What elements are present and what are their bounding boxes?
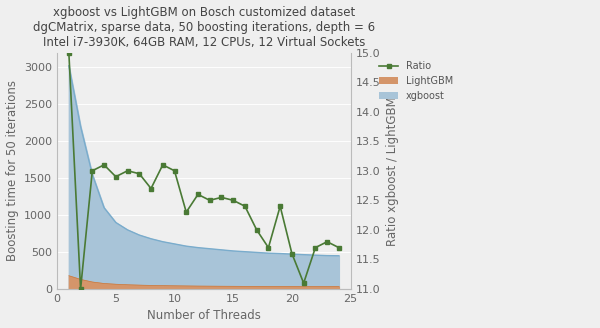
Title: xgboost vs LightGBM on Bosch customized dataset
dgCMatrix, sparse data, 50 boost: xgboost vs LightGBM on Bosch customized …: [33, 6, 375, 49]
Y-axis label: Boosting time for 50 iterations: Boosting time for 50 iterations: [5, 80, 19, 261]
X-axis label: Number of Threads: Number of Threads: [147, 309, 261, 322]
Y-axis label: Ratio xgboost / LightGBM: Ratio xgboost / LightGBM: [386, 96, 399, 246]
Legend: Ratio, LightGBM, xgboost: Ratio, LightGBM, xgboost: [375, 57, 457, 105]
